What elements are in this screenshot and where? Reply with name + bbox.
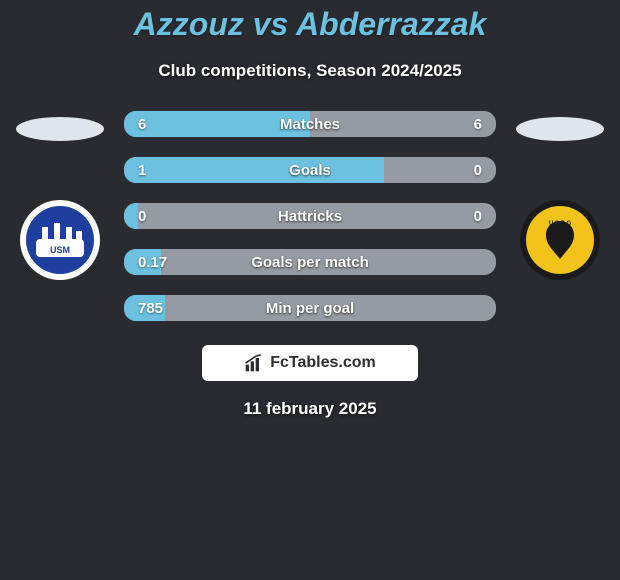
stat-right-value: 6 (310, 111, 496, 137)
page-title: Azzouz vs Abderrazzak (0, 0, 620, 43)
stat-right-value (161, 249, 496, 275)
stat-bar: 0.17Goals per match (124, 249, 496, 275)
stat-right-value: 0 (138, 203, 496, 229)
stat-bar: 66Matches (124, 111, 496, 137)
attribution-text: FcTables.com (270, 354, 376, 372)
comparison-card: Azzouz vs Abderrazzak Club competitions,… (0, 0, 620, 580)
svg-text:U.S.B.G: U.S.B.G (549, 221, 572, 227)
subtitle: Club competitions, Season 2024/2025 (0, 61, 620, 81)
svg-text:USM: USM (50, 245, 70, 255)
stat-bar: 10Goals (124, 157, 496, 183)
content-row: USM 66Matches 10Goals 00Hattricks 0.17Goals… (0, 111, 620, 321)
player-right-column: U.S.B.G (500, 111, 620, 281)
stat-right-value (165, 295, 496, 321)
stat-left-value: 0.17 (124, 249, 161, 275)
date-text: 11 february 2025 (0, 399, 620, 419)
club-right-badge: U.S.B.G (510, 199, 610, 281)
club-left-badge: USM (10, 199, 110, 281)
stat-left-value: 6 (124, 111, 310, 137)
club-left-badge-icon: USM (10, 199, 110, 281)
attribution-badge: FcTables.com (202, 345, 418, 381)
nationality-left-icon (16, 117, 104, 141)
chart-icon (244, 353, 264, 373)
player-left-column: USM (0, 111, 120, 281)
stat-right-value: 0 (384, 157, 496, 183)
stat-left-value: 785 (124, 295, 165, 321)
nationality-right-icon (516, 117, 604, 141)
stat-bar: 00Hattricks (124, 203, 496, 229)
stat-left-value: 1 (124, 157, 384, 183)
stat-left-value: 0 (124, 203, 138, 229)
stat-bar: 785Min per goal (124, 295, 496, 321)
club-right-badge-icon: U.S.B.G (510, 199, 610, 281)
stat-bars: 66Matches 10Goals 00Hattricks 0.17Goals per… (120, 111, 500, 321)
